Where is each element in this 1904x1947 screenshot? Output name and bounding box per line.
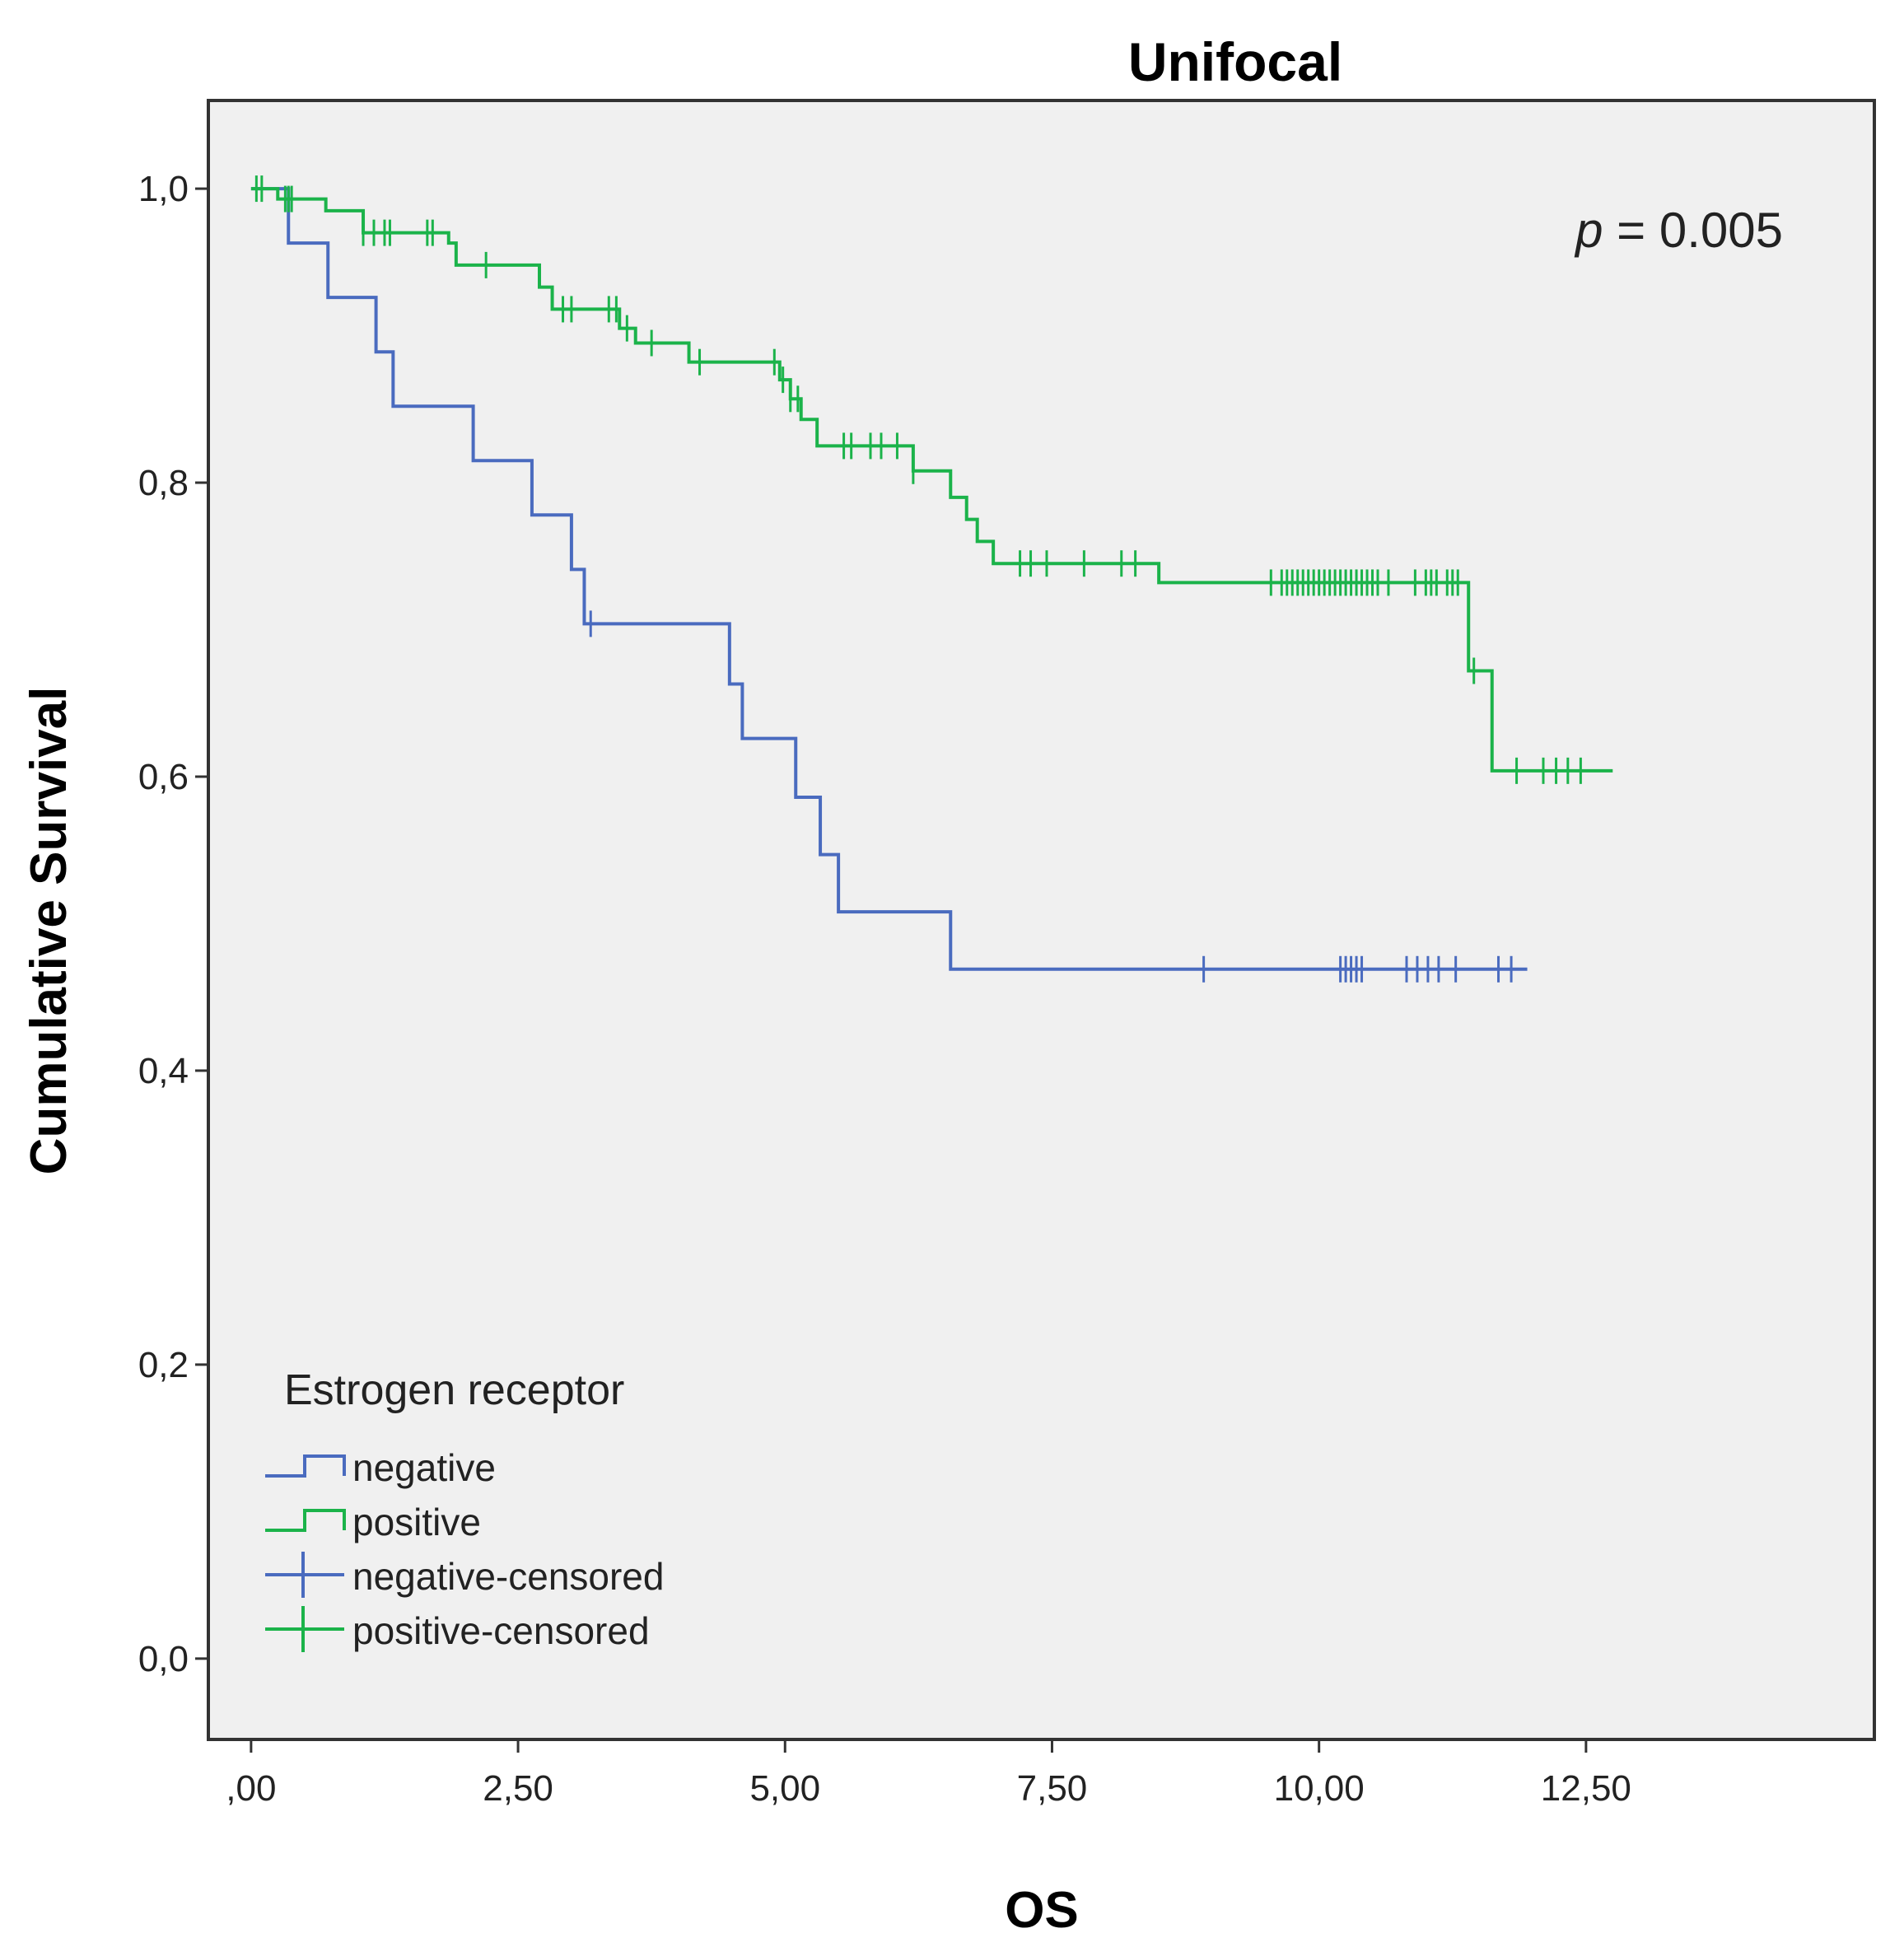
y-tick-label: 0,6	[138, 757, 189, 797]
legend-label: negative	[352, 1446, 496, 1489]
series-layer	[250, 187, 1613, 971]
p-value-annotation: p = 0.005	[1574, 203, 1783, 258]
legend-label: positive-censored	[352, 1609, 650, 1652]
y-axis-title: Cumulative Survival	[21, 687, 77, 1175]
legend: Estrogen receptor negativepositivenegati…	[265, 1366, 664, 1652]
legend-entries: negative positive negative-censored positiv…	[265, 1446, 664, 1652]
y-axis: 0,0 0,2 0,4 0,6 0,8 1,0	[138, 169, 208, 1679]
x-axis: ,00 2,50 5,00 7,50 10,00 12,50	[226, 1739, 1631, 1809]
survival-curve-negative	[250, 187, 1528, 971]
y-tick-label: 0,4	[138, 1051, 189, 1091]
x-tick-label: 5,00	[749, 1768, 820, 1809]
y-tick-label: 1,0	[138, 169, 189, 209]
x-tick-label: ,00	[226, 1768, 276, 1809]
x-tick-label: 10,00	[1274, 1768, 1365, 1809]
y-tick-label: 0,0	[138, 1639, 189, 1679]
x-tick-label: 12,50	[1541, 1768, 1631, 1809]
legend-label: positive	[352, 1501, 481, 1543]
legend-title: Estrogen receptor	[284, 1366, 624, 1414]
legend-swatch-negative	[265, 1454, 346, 1478]
censor-layer	[254, 175, 1582, 983]
chart-title: Unifocal	[1128, 31, 1342, 92]
y-tick-label: 0,8	[138, 463, 189, 503]
p-symbol: p	[1574, 203, 1603, 258]
x-axis-title: OS	[1005, 1882, 1079, 1939]
legend-swatch-positive	[265, 1509, 346, 1532]
x-tick-label: 2,50	[483, 1768, 553, 1809]
survival-curve-positive	[250, 187, 1613, 773]
x-tick-label: 7,50	[1017, 1768, 1088, 1809]
plot-area	[207, 99, 1876, 1741]
p-value: = 0.005	[1603, 203, 1783, 258]
y-tick-label: 0,2	[138, 1345, 189, 1385]
legend-label: negative-censored	[352, 1555, 664, 1598]
